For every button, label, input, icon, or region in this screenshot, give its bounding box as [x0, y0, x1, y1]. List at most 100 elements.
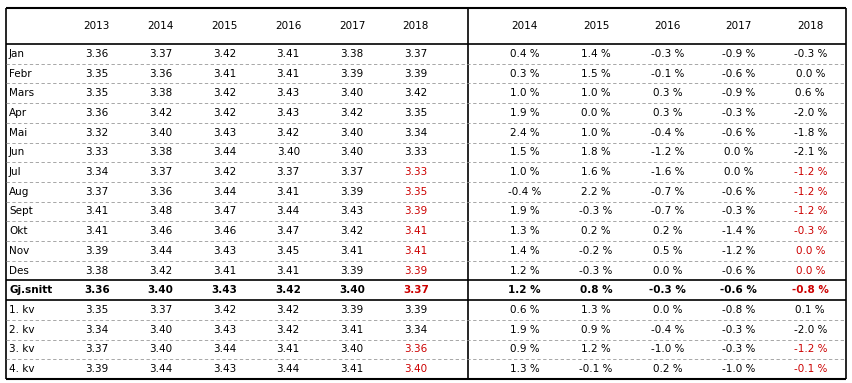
Text: 2018: 2018 [403, 21, 429, 31]
Text: 3.32: 3.32 [85, 128, 108, 137]
Text: 0.0 %: 0.0 % [653, 266, 682, 276]
Text: 3.41: 3.41 [85, 226, 108, 236]
Text: 1.2 %: 1.2 % [509, 285, 541, 295]
Text: 3.38: 3.38 [149, 88, 172, 98]
Text: 3.42: 3.42 [341, 108, 364, 118]
Text: -0.3 %: -0.3 % [722, 206, 756, 216]
Text: 3.39: 3.39 [405, 305, 428, 315]
Text: -0.8 %: -0.8 % [792, 285, 829, 295]
Text: 2016: 2016 [654, 21, 681, 31]
Text: 1.0 %: 1.0 % [581, 88, 611, 98]
Text: 3.37: 3.37 [149, 49, 172, 59]
Text: Febr: Febr [9, 69, 32, 79]
Text: 0.2 %: 0.2 % [653, 364, 682, 374]
Text: 0.9 %: 0.9 % [509, 344, 539, 354]
Text: 3.37: 3.37 [85, 187, 108, 197]
Text: 3.43: 3.43 [277, 88, 300, 98]
Text: 3.41: 3.41 [341, 364, 364, 374]
Text: 3.42: 3.42 [149, 108, 172, 118]
Text: 3.39: 3.39 [405, 206, 428, 216]
Text: 3.40: 3.40 [149, 128, 172, 137]
Text: 3.41: 3.41 [341, 246, 364, 256]
Text: 3.40: 3.40 [277, 147, 300, 157]
Text: -0.3 %: -0.3 % [579, 206, 613, 216]
Text: -1.2 %: -1.2 % [793, 206, 827, 216]
Text: 3.36: 3.36 [85, 108, 108, 118]
Text: -0.3 %: -0.3 % [793, 49, 827, 59]
Text: -0.6 %: -0.6 % [722, 128, 756, 137]
Text: -0.7 %: -0.7 % [651, 206, 684, 216]
Text: -0.6 %: -0.6 % [721, 285, 757, 295]
Text: 1.9 %: 1.9 % [509, 206, 539, 216]
Text: 3.41: 3.41 [213, 69, 236, 79]
Text: 3.38: 3.38 [149, 147, 172, 157]
Text: 1.8 %: 1.8 % [581, 147, 611, 157]
Text: 2015: 2015 [583, 21, 609, 31]
Text: 3.40: 3.40 [405, 364, 428, 374]
Text: -0.8 %: -0.8 % [722, 305, 756, 315]
Text: 0.2 %: 0.2 % [581, 226, 611, 236]
Text: 0.0 %: 0.0 % [653, 305, 682, 315]
Text: 0.2 %: 0.2 % [653, 226, 682, 236]
Text: 0.0 %: 0.0 % [796, 246, 825, 256]
Text: 3.42: 3.42 [277, 305, 300, 315]
Text: Jul: Jul [9, 167, 21, 177]
Text: 3.43: 3.43 [213, 325, 236, 335]
Text: 1.6 %: 1.6 % [581, 167, 611, 177]
Text: -0.9 %: -0.9 % [722, 49, 756, 59]
Text: 1.2 %: 1.2 % [509, 266, 539, 276]
Text: 3.39: 3.39 [405, 69, 428, 79]
Text: 3.42: 3.42 [213, 167, 236, 177]
Text: 3.44: 3.44 [277, 206, 300, 216]
Text: 3.39: 3.39 [341, 187, 364, 197]
Text: -0.3 %: -0.3 % [722, 325, 756, 335]
Text: 2.2 %: 2.2 % [581, 187, 611, 197]
Text: 3.36: 3.36 [149, 187, 172, 197]
Text: 3.43: 3.43 [213, 246, 236, 256]
Text: -1.2 %: -1.2 % [722, 246, 756, 256]
Text: 3.43: 3.43 [341, 206, 364, 216]
Text: 1.4 %: 1.4 % [509, 246, 539, 256]
Text: 2018: 2018 [797, 21, 824, 31]
Text: 3.39: 3.39 [85, 246, 108, 256]
Text: 3.43: 3.43 [213, 128, 236, 137]
Text: -0.6 %: -0.6 % [722, 69, 756, 79]
Text: 1.0 %: 1.0 % [509, 88, 539, 98]
Text: 3.46: 3.46 [213, 226, 236, 236]
Text: 3.37: 3.37 [149, 167, 172, 177]
Text: 0.3 %: 0.3 % [653, 88, 682, 98]
Text: 2. kv: 2. kv [9, 325, 34, 335]
Text: 2015: 2015 [211, 21, 238, 31]
Text: 3.34: 3.34 [85, 325, 108, 335]
Text: 3.45: 3.45 [277, 246, 300, 256]
Text: 3.33: 3.33 [405, 167, 428, 177]
Text: -0.3 %: -0.3 % [793, 226, 827, 236]
Text: 3.33: 3.33 [405, 147, 428, 157]
Text: 3.41: 3.41 [277, 69, 300, 79]
Text: 3.35: 3.35 [85, 88, 108, 98]
Text: Aug: Aug [9, 187, 29, 197]
Text: -0.4 %: -0.4 % [508, 187, 541, 197]
Text: -0.9 %: -0.9 % [722, 88, 756, 98]
Text: 3.44: 3.44 [149, 364, 172, 374]
Text: 2013: 2013 [83, 21, 110, 31]
Text: 0.6 %: 0.6 % [509, 305, 539, 315]
Text: 1.9 %: 1.9 % [509, 325, 539, 335]
Text: 3.34: 3.34 [405, 325, 428, 335]
Text: 3.46: 3.46 [149, 226, 172, 236]
Text: 3.44: 3.44 [149, 246, 172, 256]
Text: 3.47: 3.47 [277, 226, 300, 236]
Text: -0.3 %: -0.3 % [722, 108, 756, 118]
Text: 3.35: 3.35 [405, 187, 428, 197]
Text: 3.42: 3.42 [277, 325, 300, 335]
Text: Nov: Nov [9, 246, 29, 256]
Text: 3.42: 3.42 [277, 128, 300, 137]
Text: -0.1 %: -0.1 % [579, 364, 613, 374]
Text: -0.3 %: -0.3 % [722, 344, 756, 354]
Text: Gj.snitt: Gj.snitt [9, 285, 52, 295]
Text: 3.40: 3.40 [147, 285, 174, 295]
Text: 3.43: 3.43 [213, 364, 236, 374]
Text: 3.41: 3.41 [277, 187, 300, 197]
Text: 3.42: 3.42 [149, 266, 172, 276]
Text: 3.44: 3.44 [277, 364, 300, 374]
